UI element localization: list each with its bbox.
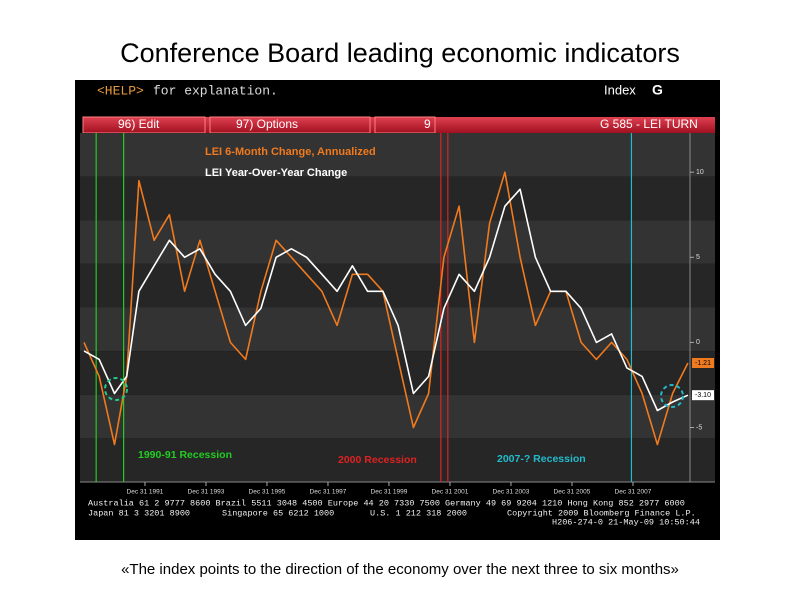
menu-item[interactable]: 9 [424, 117, 431, 131]
menu-item[interactable]: 97) Options [236, 117, 298, 131]
x-tick-label: Dec 31 2001 [432, 489, 469, 496]
recession-label: 2000 Recession [338, 454, 417, 466]
highlight-circle [660, 384, 684, 408]
band [80, 263, 715, 308]
legend-entry: LEI Year-Over-Year Change [205, 167, 347, 179]
footer-text: H206-274-0 21-May-09 10:50:44 [552, 517, 700, 527]
band [80, 133, 715, 177]
plot: 10 5 0 -5 Dec 31 1991 Dec 31 1993 Dec 31 1995 D… [80, 133, 715, 496]
band [80, 307, 715, 352]
index-label: Index [604, 82, 636, 97]
x-tick-label: Dec 31 2005 [554, 489, 591, 496]
band [80, 176, 715, 221]
footer-text: Australia 61 2 9777 8600 Brazil 5511 304… [88, 498, 685, 508]
index-key: G [652, 82, 663, 98]
caption: «The index points to the direction of th… [121, 561, 679, 578]
footer-text: Japan 81 3 3201 8900 [88, 508, 190, 518]
last-value-label: -1.21 [695, 360, 711, 367]
legend-entry: LEI 6-Month Change, Annualized [205, 146, 376, 158]
y-tick-label: 10 [696, 169, 704, 176]
x-tick-label: Dec 31 2007 [615, 489, 652, 496]
help-text: for explanation. [153, 83, 278, 98]
recession-label: 2007-? Recession [497, 453, 586, 465]
slide-title: Conference Board leading economic indica… [120, 38, 680, 68]
x-tick-label: Dec 31 1995 [249, 489, 286, 496]
highlight-circle [104, 377, 128, 401]
menu-item: G 585 - LEI TURN [600, 117, 698, 131]
last-value-label: -3.10 [695, 392, 711, 399]
y-tick-label: 0 [696, 339, 700, 346]
y-tick-label: -5 [696, 424, 702, 431]
footer-text: Copyright 2009 Bloomberg Finance L.P. [507, 508, 696, 518]
last-value-box [692, 390, 714, 401]
x-tick-label: Dec 31 1999 [371, 489, 408, 496]
help-key: <HELP> [97, 83, 144, 98]
y-tick-label: 5 [696, 254, 700, 261]
band [80, 438, 715, 482]
last-value-box [692, 357, 714, 368]
x-tick-label: Dec 31 1993 [188, 489, 225, 496]
plot-bands [80, 133, 715, 482]
series-line [83, 188, 689, 412]
x-tick-label: Dec 31 1997 [310, 489, 347, 496]
menu-bar [83, 117, 715, 133]
footer-text: U.S. 1 212 318 2000 [370, 508, 467, 518]
x-tick-label: Dec 31 1991 [127, 489, 164, 496]
band [80, 394, 715, 439]
x-tick-label: Dec 31 2003 [493, 489, 530, 496]
menu-item[interactable]: 96) Edit [118, 117, 160, 131]
recession-label: 1990-91 Recession [138, 449, 232, 461]
footer-text: Singapore 65 6212 1000 [222, 508, 334, 518]
